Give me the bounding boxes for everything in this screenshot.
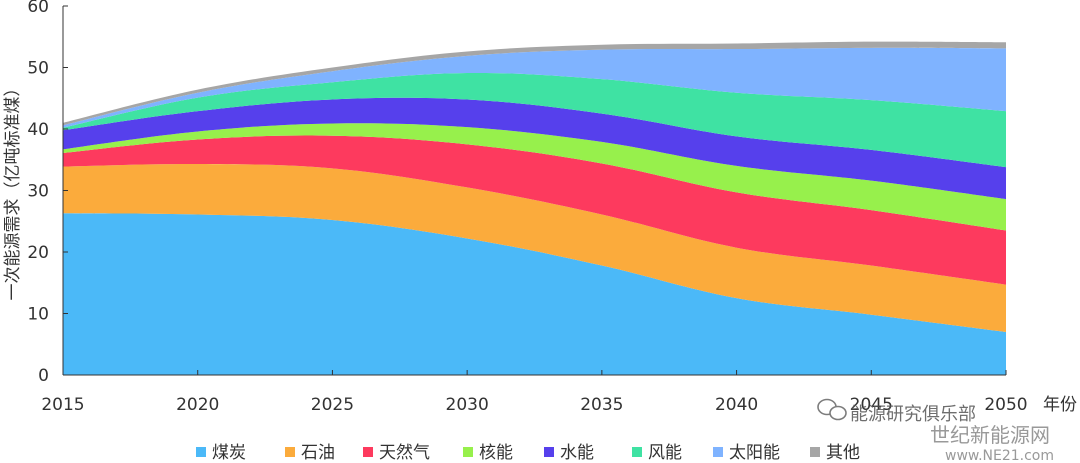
- y-tick-label: 10: [27, 305, 49, 325]
- legend-label: 核能: [479, 443, 513, 463]
- x-tick-group: 2015 2020 2025 2030 2035 2040 2045 2050: [41, 370, 1028, 415]
- legend-swatch: [713, 447, 723, 457]
- legend-swatch: [196, 447, 206, 457]
- legend-label: 太阳能: [729, 443, 780, 463]
- legend-item: 天然气: [363, 443, 430, 463]
- x-tick-label: 2045: [850, 395, 893, 415]
- area-series-5: [63, 97, 1006, 200]
- legend-label: 水能: [560, 443, 594, 463]
- area-series-7: [63, 47, 1006, 128]
- watermark-line3: www.NE21.com: [945, 448, 1054, 463]
- x-tick-label: 2015: [41, 395, 84, 415]
- watermark: 能源研究俱乐部 世纪新能源网 www.NE21.com: [817, 398, 1054, 463]
- legend-label: 煤炭: [212, 443, 246, 463]
- x-tick-label: 2050: [984, 395, 1027, 415]
- legend-swatch: [810, 447, 820, 457]
- legend-label: 风能: [648, 443, 682, 463]
- y-tick-label: 50: [27, 59, 49, 79]
- area-series-4: [63, 123, 1006, 231]
- legend-swatch: [363, 447, 373, 457]
- x-axis-label: 年份: [1043, 395, 1077, 415]
- watermark-line1: 能源研究俱乐部: [850, 404, 976, 425]
- y-tick-label: 0: [38, 366, 49, 386]
- area-series-3: [63, 135, 1006, 285]
- area-series-2: [63, 164, 1006, 332]
- legend-label: 天然气: [379, 443, 430, 463]
- wechat-logo-icon: [817, 398, 847, 421]
- watermark-line2: 世纪新能源网: [930, 423, 1050, 447]
- y-tick-group: 0 10 20 30 40 50 60: [27, 0, 68, 386]
- legend-item: 煤炭: [196, 443, 246, 463]
- legend-swatch: [463, 447, 473, 457]
- y-axis-label: 一次能源需求（亿吨标准煤）: [3, 80, 23, 301]
- legend-swatch: [544, 447, 554, 457]
- x-tick-label: 2040: [715, 395, 758, 415]
- x-tick-label: 2025: [311, 395, 354, 415]
- area-series-1: [63, 213, 1006, 375]
- legend-item: 核能: [463, 443, 513, 463]
- area-series-6: [63, 72, 1006, 168]
- legend-swatch: [632, 447, 642, 457]
- legend-label: 其他: [826, 443, 860, 463]
- legend-item: 水能: [544, 443, 594, 463]
- x-tick-label: 2030: [446, 395, 489, 415]
- y-tick-label: 30: [27, 182, 49, 202]
- legend-item: 其他: [810, 443, 860, 463]
- y-tick-label: 20: [27, 243, 49, 263]
- area-series-group: [63, 41, 1006, 375]
- x-tick-label: 2035: [580, 395, 623, 415]
- y-tick-label: 40: [27, 120, 49, 140]
- legend-label: 石油: [301, 443, 335, 463]
- legend-item: 太阳能: [713, 443, 780, 463]
- y-tick-label: 60: [27, 0, 49, 17]
- legend-item: 风能: [632, 443, 682, 463]
- legend-item: 石油: [285, 443, 335, 463]
- x-tick-label: 2020: [176, 395, 219, 415]
- legend-swatch: [285, 447, 295, 457]
- legend: 煤炭 石油 天然气 核能 水能 风能 太阳能 其他: [196, 443, 860, 463]
